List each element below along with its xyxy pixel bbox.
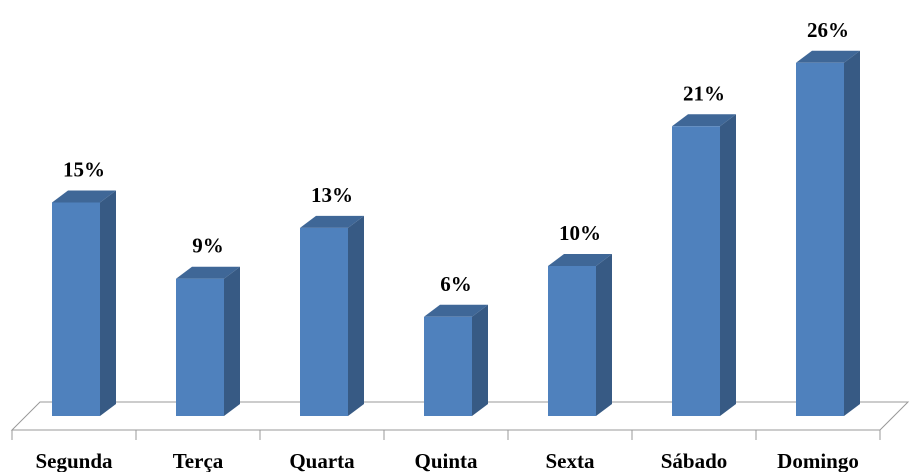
bar xyxy=(796,50,860,417)
bar-side xyxy=(100,190,116,416)
bar-front xyxy=(548,266,596,416)
x-tick-label: Domingo xyxy=(777,449,859,472)
bar xyxy=(300,215,364,416)
bar xyxy=(52,190,116,416)
data-label: 15% xyxy=(63,158,105,182)
bar xyxy=(672,114,736,417)
data-label: 26% xyxy=(807,18,849,42)
data-label: 10% xyxy=(559,221,601,245)
bar-side xyxy=(224,266,240,416)
bar-top xyxy=(300,215,364,228)
bar-front xyxy=(424,316,472,416)
x-tick-label: Segunda xyxy=(35,449,113,472)
x-tick-label: Sábado xyxy=(661,449,728,472)
bar xyxy=(548,254,612,416)
bar-side xyxy=(348,215,364,416)
bar-front xyxy=(300,227,348,416)
bar-front xyxy=(796,62,844,417)
bar-front xyxy=(672,126,720,417)
data-label: 6% xyxy=(440,272,472,296)
bar-side xyxy=(720,114,736,417)
x-tick-label: Terça xyxy=(173,449,224,472)
bar-side xyxy=(472,304,488,416)
bar-top xyxy=(796,50,860,63)
x-tick-label: Quarta xyxy=(289,449,355,472)
data-label: 13% xyxy=(311,183,353,207)
data-label: 9% xyxy=(192,234,224,258)
bar xyxy=(424,304,488,416)
bar-top xyxy=(176,266,240,279)
bar-top xyxy=(52,190,116,203)
bar-side xyxy=(844,50,860,417)
bar-front xyxy=(52,202,100,416)
bar-front xyxy=(176,278,224,416)
bar-top xyxy=(672,114,736,127)
bar xyxy=(176,266,240,416)
bar-side xyxy=(596,254,612,416)
x-tick-label: Quinta xyxy=(414,449,478,472)
bar-top xyxy=(424,304,488,317)
data-label: 21% xyxy=(683,81,725,105)
x-tick-label: Sexta xyxy=(546,449,595,472)
bar-top xyxy=(548,254,612,266)
